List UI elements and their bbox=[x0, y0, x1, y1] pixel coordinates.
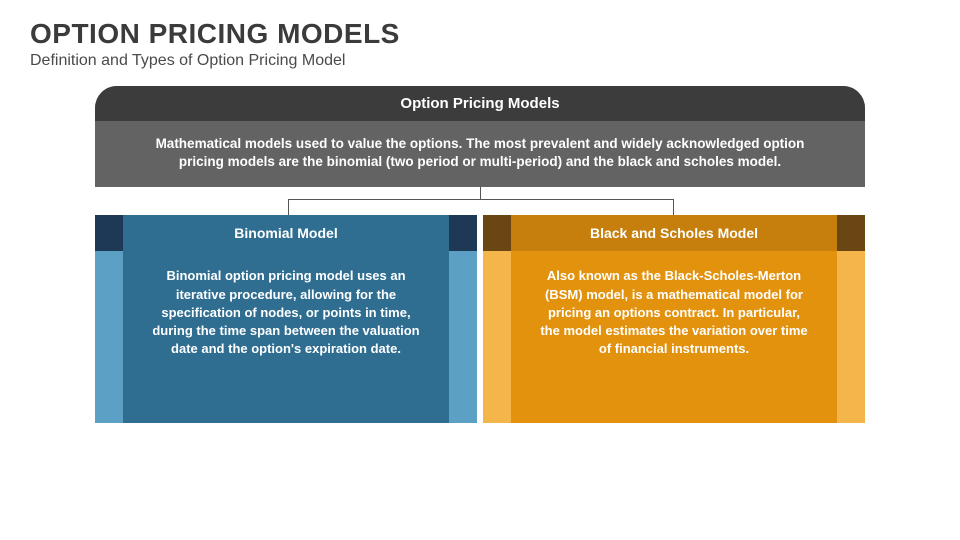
column-accent-light bbox=[449, 251, 477, 423]
header: OPTION PRICING MODELS Definition and Typ… bbox=[0, 0, 960, 74]
page-title: OPTION PRICING MODELS bbox=[30, 18, 930, 50]
column-accent-light bbox=[837, 251, 865, 423]
column-0: Binomial ModelBinomial option pricing mo… bbox=[95, 215, 477, 423]
column-title: Binomial Model bbox=[123, 215, 449, 251]
column-accent-dark bbox=[483, 215, 511, 251]
top-card-title: Option Pricing Models bbox=[95, 86, 865, 121]
connector-lines bbox=[95, 187, 865, 215]
column-accent-light bbox=[483, 251, 511, 423]
top-card: Option Pricing Models Mathematical model… bbox=[95, 86, 865, 187]
column-1: Black and Scholes ModelAlso known as the… bbox=[483, 215, 865, 423]
column-accent-dark bbox=[837, 215, 865, 251]
column-accent-dark bbox=[449, 215, 477, 251]
column-title: Black and Scholes Model bbox=[511, 215, 837, 251]
column-accent-light bbox=[95, 251, 123, 423]
column-accent-dark bbox=[95, 215, 123, 251]
columns: Binomial ModelBinomial option pricing mo… bbox=[95, 215, 865, 423]
page-subtitle: Definition and Types of Option Pricing M… bbox=[30, 52, 930, 70]
diagram: Option Pricing Models Mathematical model… bbox=[95, 86, 865, 423]
column-body-bold: Binomial option bbox=[166, 268, 264, 283]
column-body: Also known as the Black-Scholes-Merton (… bbox=[511, 251, 837, 423]
top-card-description: Mathematical models used to value the op… bbox=[95, 121, 865, 187]
column-body: Binomial option pricing model uses an it… bbox=[123, 251, 449, 423]
column-body-prefix: Also known as the bbox=[547, 268, 665, 283]
